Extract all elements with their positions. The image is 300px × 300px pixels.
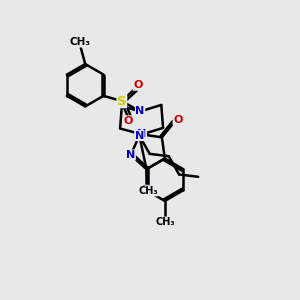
Text: CH₃: CH₃	[69, 37, 90, 47]
Text: N: N	[126, 150, 135, 160]
Text: N: N	[136, 106, 145, 116]
Text: CH₃: CH₃	[138, 186, 158, 196]
Text: O: O	[124, 116, 133, 126]
Text: S: S	[117, 94, 127, 108]
Text: N: N	[142, 185, 151, 195]
Text: O: O	[133, 80, 143, 90]
Text: CH₃: CH₃	[155, 217, 175, 227]
Text: O: O	[173, 115, 182, 125]
Text: N: N	[137, 129, 146, 140]
Text: N: N	[135, 130, 144, 141]
